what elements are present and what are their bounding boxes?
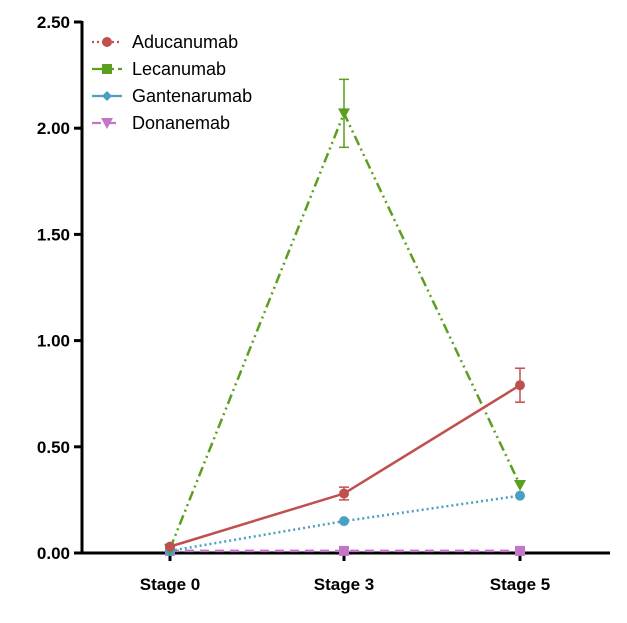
y-tick-label: 2.50	[37, 13, 70, 32]
legend-marker	[102, 37, 112, 47]
data-point	[515, 545, 525, 556]
data-point	[515, 490, 525, 501]
y-tick-label: 1.00	[37, 332, 70, 351]
series-layer	[164, 78, 526, 556]
legend-item-gantenarumab: Gantenarumab	[92, 86, 252, 106]
y-tick-label: 0.50	[37, 438, 70, 457]
x-tick-label: Stage 5	[490, 575, 550, 594]
legend-marker	[101, 118, 113, 129]
legend-item-aducanumab: Aducanumab	[92, 32, 238, 52]
x-tick-label: Stage 3	[314, 575, 374, 594]
legend-item-lecanumab: Lecanumab	[92, 59, 226, 79]
legend-label: Donanemab	[132, 113, 230, 133]
y-tick-label: 1.50	[37, 225, 70, 244]
series-aducanumab	[165, 367, 525, 552]
data-point	[339, 516, 349, 527]
series-lecanumab	[164, 78, 526, 555]
legend-marker	[102, 64, 112, 74]
data-point	[514, 480, 526, 492]
data-point	[339, 545, 349, 556]
legend-label: Lecanumab	[132, 59, 226, 79]
x-tick-label: Stage 0	[140, 575, 200, 594]
y-tick-label: 0.00	[37, 544, 70, 563]
data-point	[165, 541, 175, 552]
data-point	[338, 108, 350, 120]
data-point	[515, 380, 525, 391]
legend-label: Gantenarumab	[132, 86, 252, 106]
legend: Aducanumab Lecanumab Gantenarumab Donanemab	[92, 32, 252, 133]
series-line	[168, 110, 522, 550]
legend-marker	[102, 91, 112, 101]
y-tick-label: 2.00	[37, 119, 70, 138]
legend-label: Aducanumab	[132, 32, 238, 52]
data-point	[339, 488, 349, 499]
axes: 0.00 0.50 1.00 1.50 2.00 2.50 Stage 0 Stage 3 St…	[37, 13, 610, 594]
legend-item-donanemab: Donanemab	[92, 113, 230, 133]
